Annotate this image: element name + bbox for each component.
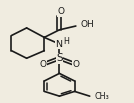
- Text: H: H: [63, 37, 69, 46]
- Text: N: N: [55, 40, 62, 49]
- Text: S: S: [56, 53, 63, 63]
- Text: OH: OH: [81, 20, 95, 29]
- Text: O: O: [40, 60, 46, 69]
- Text: O: O: [57, 7, 64, 16]
- Text: O: O: [72, 60, 79, 69]
- Text: CH₃: CH₃: [95, 92, 109, 101]
